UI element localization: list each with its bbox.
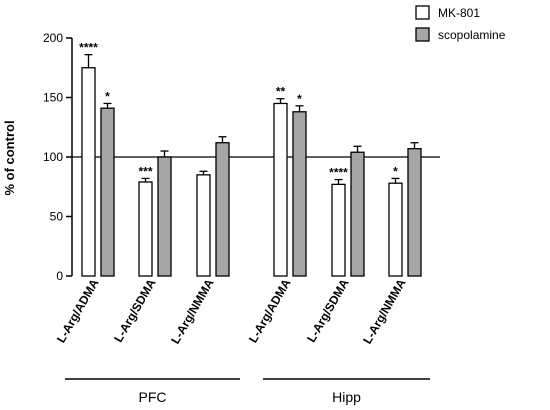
bar-mk801 xyxy=(388,182,403,277)
legend-swatch xyxy=(415,5,430,20)
bar-mk801 xyxy=(138,181,153,277)
y-tick-label: 100 xyxy=(43,150,63,164)
category-label: L-Arg/SDMA xyxy=(111,276,159,344)
bar-scopolamine xyxy=(350,151,365,277)
significance-label: * xyxy=(393,164,398,178)
y-tick-label: 200 xyxy=(43,31,63,45)
significance-label: ** xyxy=(276,85,286,99)
significance-label: *** xyxy=(138,164,152,178)
group-label: PFC xyxy=(139,389,167,405)
category-label: L-Arg/NMMA xyxy=(360,276,409,346)
category-label: L-Arg/NMMA xyxy=(168,276,217,346)
y-tick-label: 0 xyxy=(56,269,63,283)
bar-scopolamine xyxy=(100,107,115,277)
y-tick-label: 50 xyxy=(50,210,64,224)
bar-scopolamine xyxy=(215,142,230,277)
group-label: Hipp xyxy=(332,389,361,405)
significance-label: * xyxy=(297,92,302,106)
y-axis: 0 50 100 150 200 xyxy=(43,31,73,283)
bar-scopolamine xyxy=(292,111,307,277)
bar-scopolamine xyxy=(407,148,422,277)
significance-label: **** xyxy=(79,41,98,55)
bar-mk801 xyxy=(273,102,288,277)
y-tick-label: 150 xyxy=(43,91,63,105)
legend-swatch xyxy=(415,27,430,42)
bar-mk801 xyxy=(331,183,346,277)
significance-label: **** xyxy=(329,166,348,180)
legend-label: scopolamine xyxy=(438,28,506,42)
legend-label: MK-801 xyxy=(438,6,480,20)
category-label: L-Arg/SDMA xyxy=(304,276,352,344)
legend: MK-801 scopolamine xyxy=(415,5,506,42)
y-axis-title: % of control xyxy=(2,120,17,195)
bars: ************* ** * xyxy=(79,41,422,277)
category-label: L-Arg/ADMA xyxy=(54,276,102,345)
bar-mk801 xyxy=(196,174,211,277)
group-labels: PFC Hipp xyxy=(65,378,430,405)
significance-label: * xyxy=(105,89,110,103)
category-label: L-Arg/ADMA xyxy=(246,276,294,345)
category-labels: L-Arg/ADMA L-Arg/SDMA L-Arg/NMMA L-Arg/ADMA… xyxy=(54,276,409,346)
bar-scopolamine xyxy=(157,156,172,277)
bar-mk801 xyxy=(81,67,96,277)
